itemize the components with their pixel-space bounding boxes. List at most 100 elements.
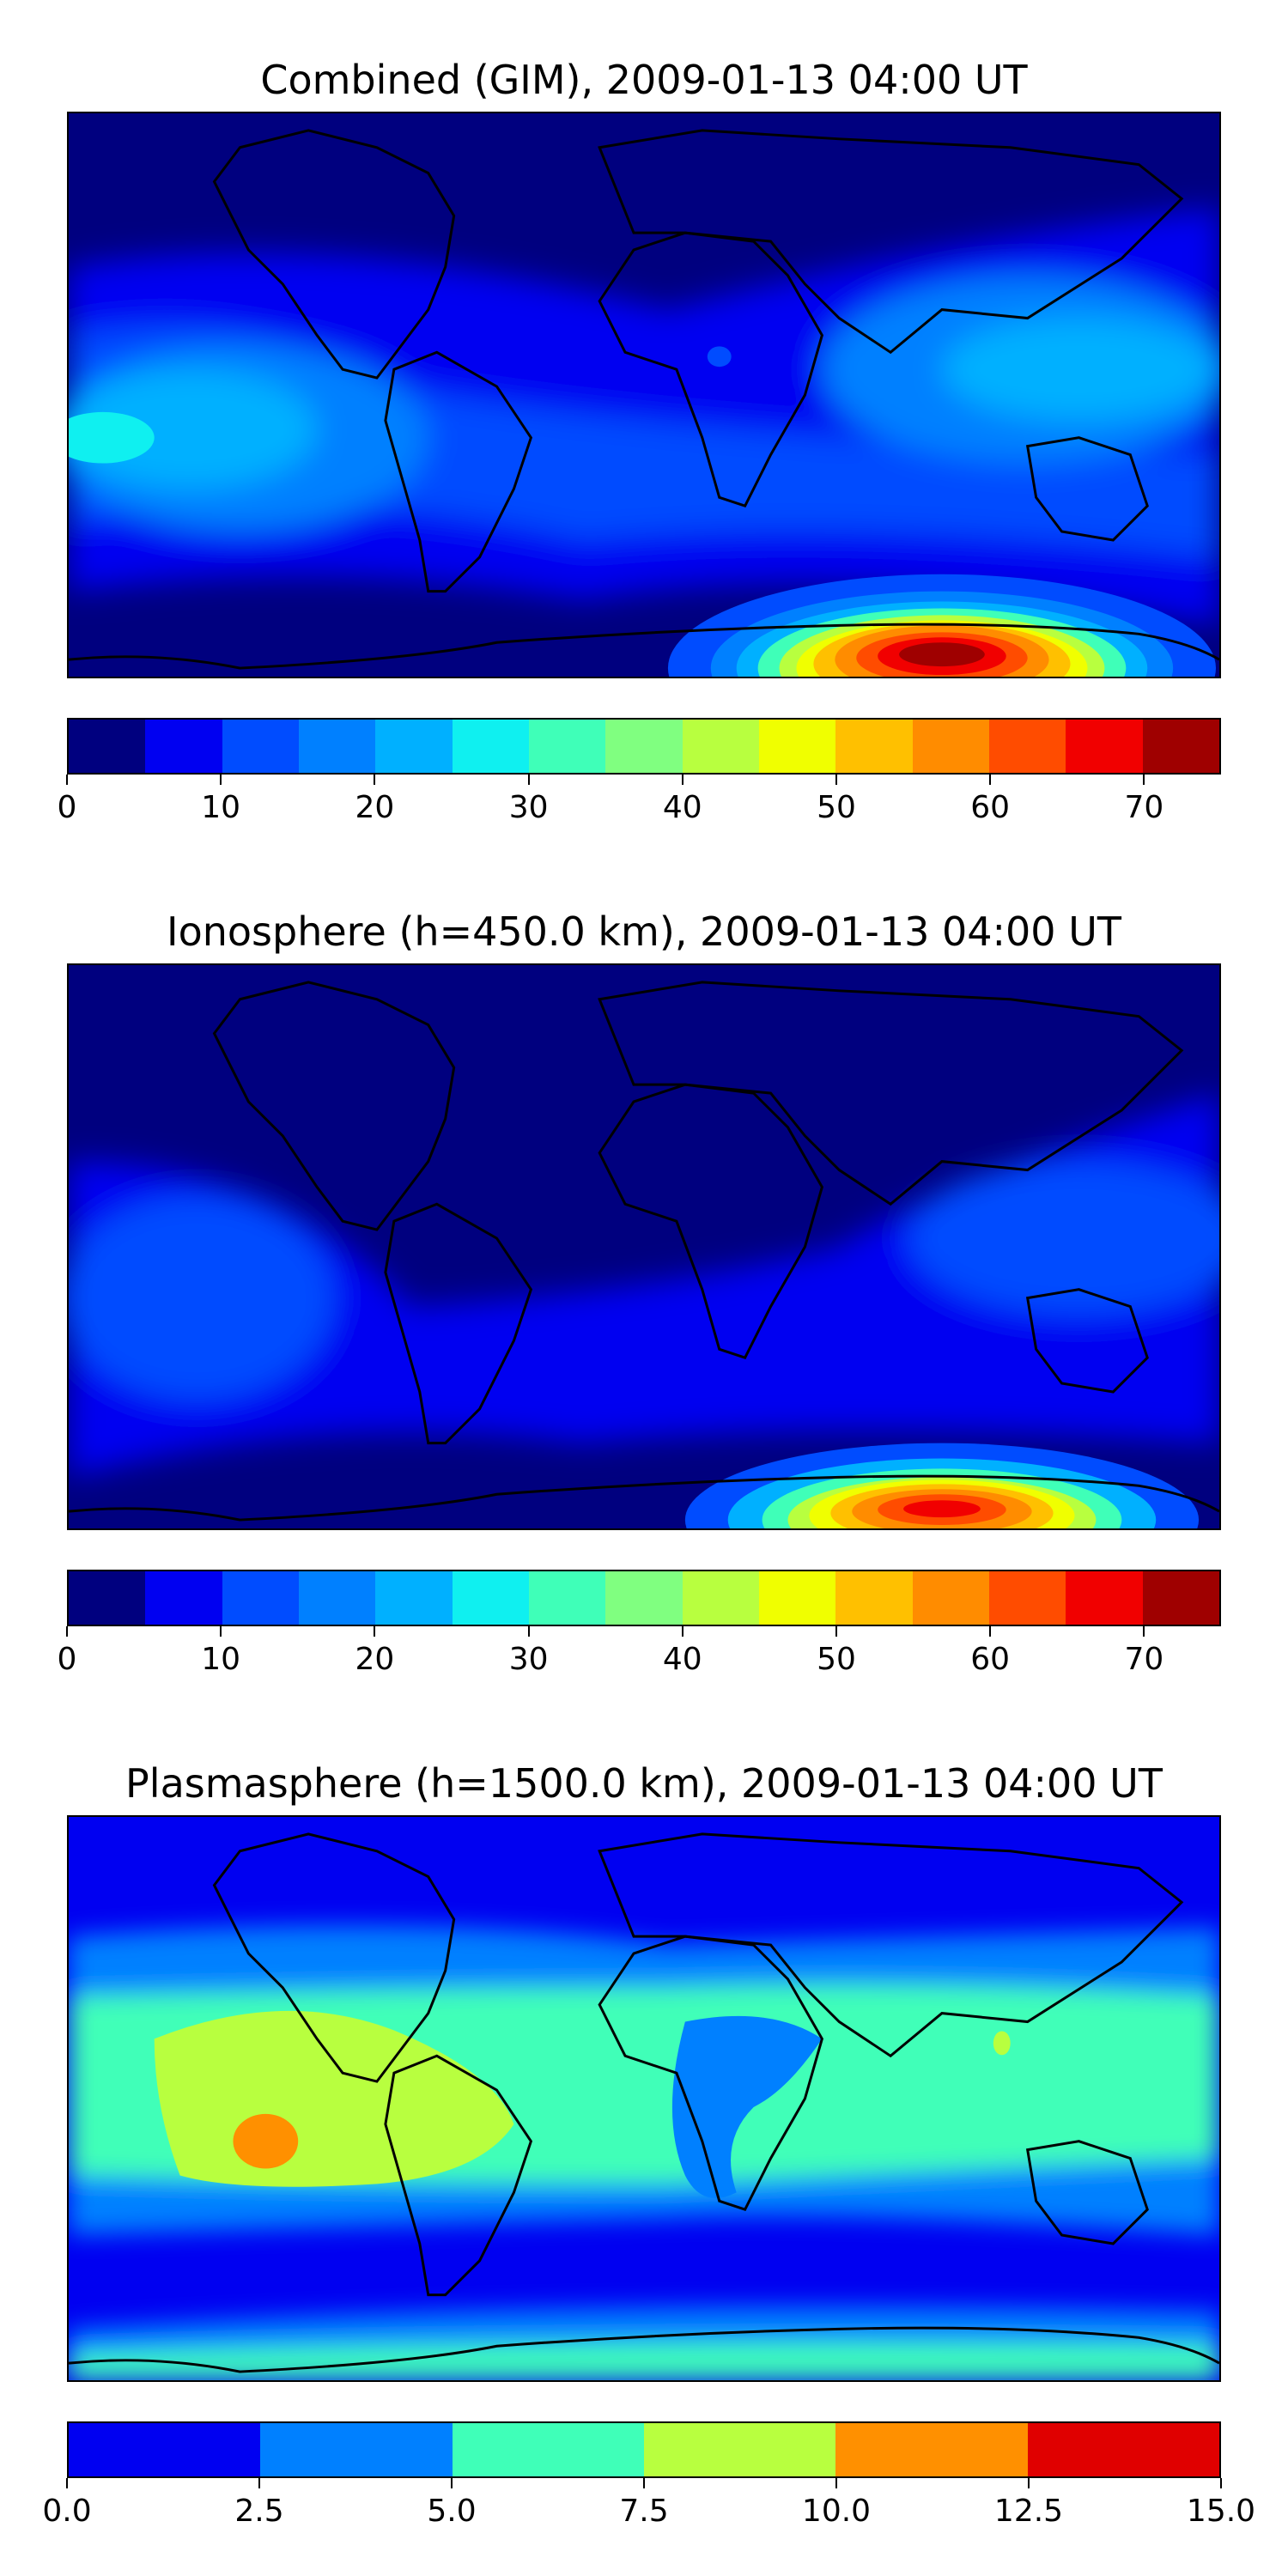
colorbar-segment xyxy=(145,1571,222,1625)
colorbar-segment xyxy=(69,1571,146,1625)
panel-1-title: Combined (GIM), 2009-01-13 04:00 UT xyxy=(260,57,1028,103)
colorbar-segment xyxy=(145,720,222,773)
plasmasphere-orange-max xyxy=(233,2113,299,2169)
colorbar-tick-label: 30 xyxy=(508,790,549,825)
colorbar-segment xyxy=(69,720,146,773)
colorbar-tick xyxy=(681,775,683,785)
colorbar-tick xyxy=(643,2478,645,2488)
colorbar-segment xyxy=(682,720,759,773)
panel-1-colorbar-ticks: 0 10 20 30 40 50 60 70 xyxy=(58,775,1221,826)
colorbar-tick-label: 70 xyxy=(1124,790,1164,825)
colorbar-tick xyxy=(66,2478,68,2488)
colorbar-tick-label: 50 xyxy=(817,790,856,825)
panel-3-title: Plasmasphere (h=1500.0 km), 2009-01-13 0… xyxy=(125,1760,1163,1807)
colorbar-tick-label: 10 xyxy=(201,1642,241,1677)
colorbar-segment xyxy=(452,720,529,773)
combined-coastlines xyxy=(69,129,1219,670)
colorbar-tick xyxy=(1143,775,1145,785)
panel-2-map xyxy=(67,963,1221,1530)
colorbar-tick xyxy=(835,2478,837,2488)
plasmasphere-asia-spot xyxy=(993,2031,1011,2056)
colorbar-tick xyxy=(220,775,222,785)
colorbar-tick xyxy=(258,2478,260,2488)
colorbar-tick xyxy=(1028,2478,1030,2488)
colorbar-tick-label: 7.5 xyxy=(619,2494,669,2529)
plasmasphere-map-svg xyxy=(69,1817,1219,2380)
colorbar-tick-label: 12.5 xyxy=(993,2494,1064,2529)
colorbar-segment xyxy=(69,2423,261,2476)
colorbar-segment xyxy=(912,1571,989,1625)
colorbar-segment xyxy=(643,2423,836,2476)
panel-3-colorbar-ticks: 0.0 2.5 5.0 7.5 10.0 12.5 15.0 xyxy=(42,2478,1255,2530)
panel-2-title: Ionosphere (h=450.0 km), 2009-01-13 04:0… xyxy=(167,908,1121,955)
colorbar-segment xyxy=(835,2423,1028,2476)
colorbar-tick xyxy=(1143,1626,1145,1637)
plasmasphere-africa-low xyxy=(671,2015,823,2198)
colorbar-tick xyxy=(374,1626,376,1637)
colorbar-tick xyxy=(1220,2478,1222,2488)
panel-2-colorbar xyxy=(67,1570,1221,1626)
colorbar-segment xyxy=(1027,2423,1219,2476)
colorbar-tick-label: 10.0 xyxy=(801,2494,872,2529)
panel-2-colorbar-ticks: 0 10 20 30 40 50 60 70 xyxy=(58,1626,1221,1678)
colorbar-segment xyxy=(375,720,453,773)
ionosphere-map-svg xyxy=(69,965,1219,1528)
colorbar-segment xyxy=(260,2423,453,2476)
colorbar-segment xyxy=(1142,1571,1219,1625)
colorbar-tick-label: 30 xyxy=(508,1642,549,1677)
colorbar-tick-label: 0 xyxy=(57,1642,77,1677)
colorbar-segment xyxy=(452,2423,644,2476)
panel-1-map xyxy=(67,112,1221,678)
colorbar-tick xyxy=(989,1626,992,1637)
colorbar-segment xyxy=(912,720,989,773)
colorbar-segment xyxy=(988,1571,1066,1625)
colorbar-segment xyxy=(298,1571,376,1625)
colorbar-tick-label: 5.0 xyxy=(427,2494,477,2529)
colorbar-tick xyxy=(527,1626,530,1637)
colorbar-tick xyxy=(374,775,376,785)
combined-cyan-patch xyxy=(69,411,155,464)
combined-africa-spot xyxy=(707,346,732,368)
colorbar-tick-label: 10 xyxy=(201,790,241,825)
combined-south-pole-anomaly xyxy=(668,574,1216,677)
colorbar-tick-label: 40 xyxy=(662,790,702,825)
colorbar-segment xyxy=(605,720,683,773)
plasmasphere-coastlines xyxy=(69,1832,1219,2373)
colorbar-tick-label: 15.0 xyxy=(1186,2494,1256,2529)
colorbar-tick xyxy=(527,775,530,785)
colorbar-tick-label: 60 xyxy=(970,790,1011,825)
colorbar-tick xyxy=(451,2478,453,2488)
colorbar-tick xyxy=(835,775,837,785)
colorbar-segment xyxy=(835,1571,913,1625)
colorbar-segment xyxy=(528,1571,606,1625)
combined-map-svg xyxy=(69,113,1219,677)
colorbar-tick-label: 50 xyxy=(817,1642,856,1677)
colorbar-segment xyxy=(452,1571,529,1625)
colorbar-tick xyxy=(220,1626,222,1637)
colorbar-tick xyxy=(66,1626,68,1637)
colorbar-segment xyxy=(222,720,299,773)
ionosphere-south-pole-anomaly xyxy=(684,1443,1199,1528)
colorbar-segment xyxy=(835,720,913,773)
colorbar-segment xyxy=(758,720,836,773)
colorbar-segment xyxy=(682,1571,759,1625)
colorbar-segment xyxy=(528,720,606,773)
colorbar-tick-label: 20 xyxy=(355,790,395,825)
colorbar-tick-label: 40 xyxy=(662,1642,702,1677)
panel-3-map xyxy=(67,1815,1221,2382)
colorbar-tick xyxy=(989,775,992,785)
colorbar-tick-label: 0.0 xyxy=(42,2494,92,2529)
colorbar-tick xyxy=(681,1626,683,1637)
colorbar-tick xyxy=(835,1626,837,1637)
colorbar-segment xyxy=(988,720,1066,773)
colorbar-tick-label: 70 xyxy=(1124,1642,1164,1677)
colorbar-segment xyxy=(1142,720,1219,773)
colorbar-tick xyxy=(66,775,68,785)
colorbar-segment xyxy=(298,720,376,773)
colorbar-tick-label: 2.5 xyxy=(234,2494,284,2529)
colorbar-tick-label: 20 xyxy=(355,1642,395,1677)
colorbar-segment xyxy=(758,1571,836,1625)
colorbar-segment xyxy=(375,1571,453,1625)
colorbar-segment xyxy=(222,1571,299,1625)
colorbar-tick-label: 60 xyxy=(970,1642,1011,1677)
